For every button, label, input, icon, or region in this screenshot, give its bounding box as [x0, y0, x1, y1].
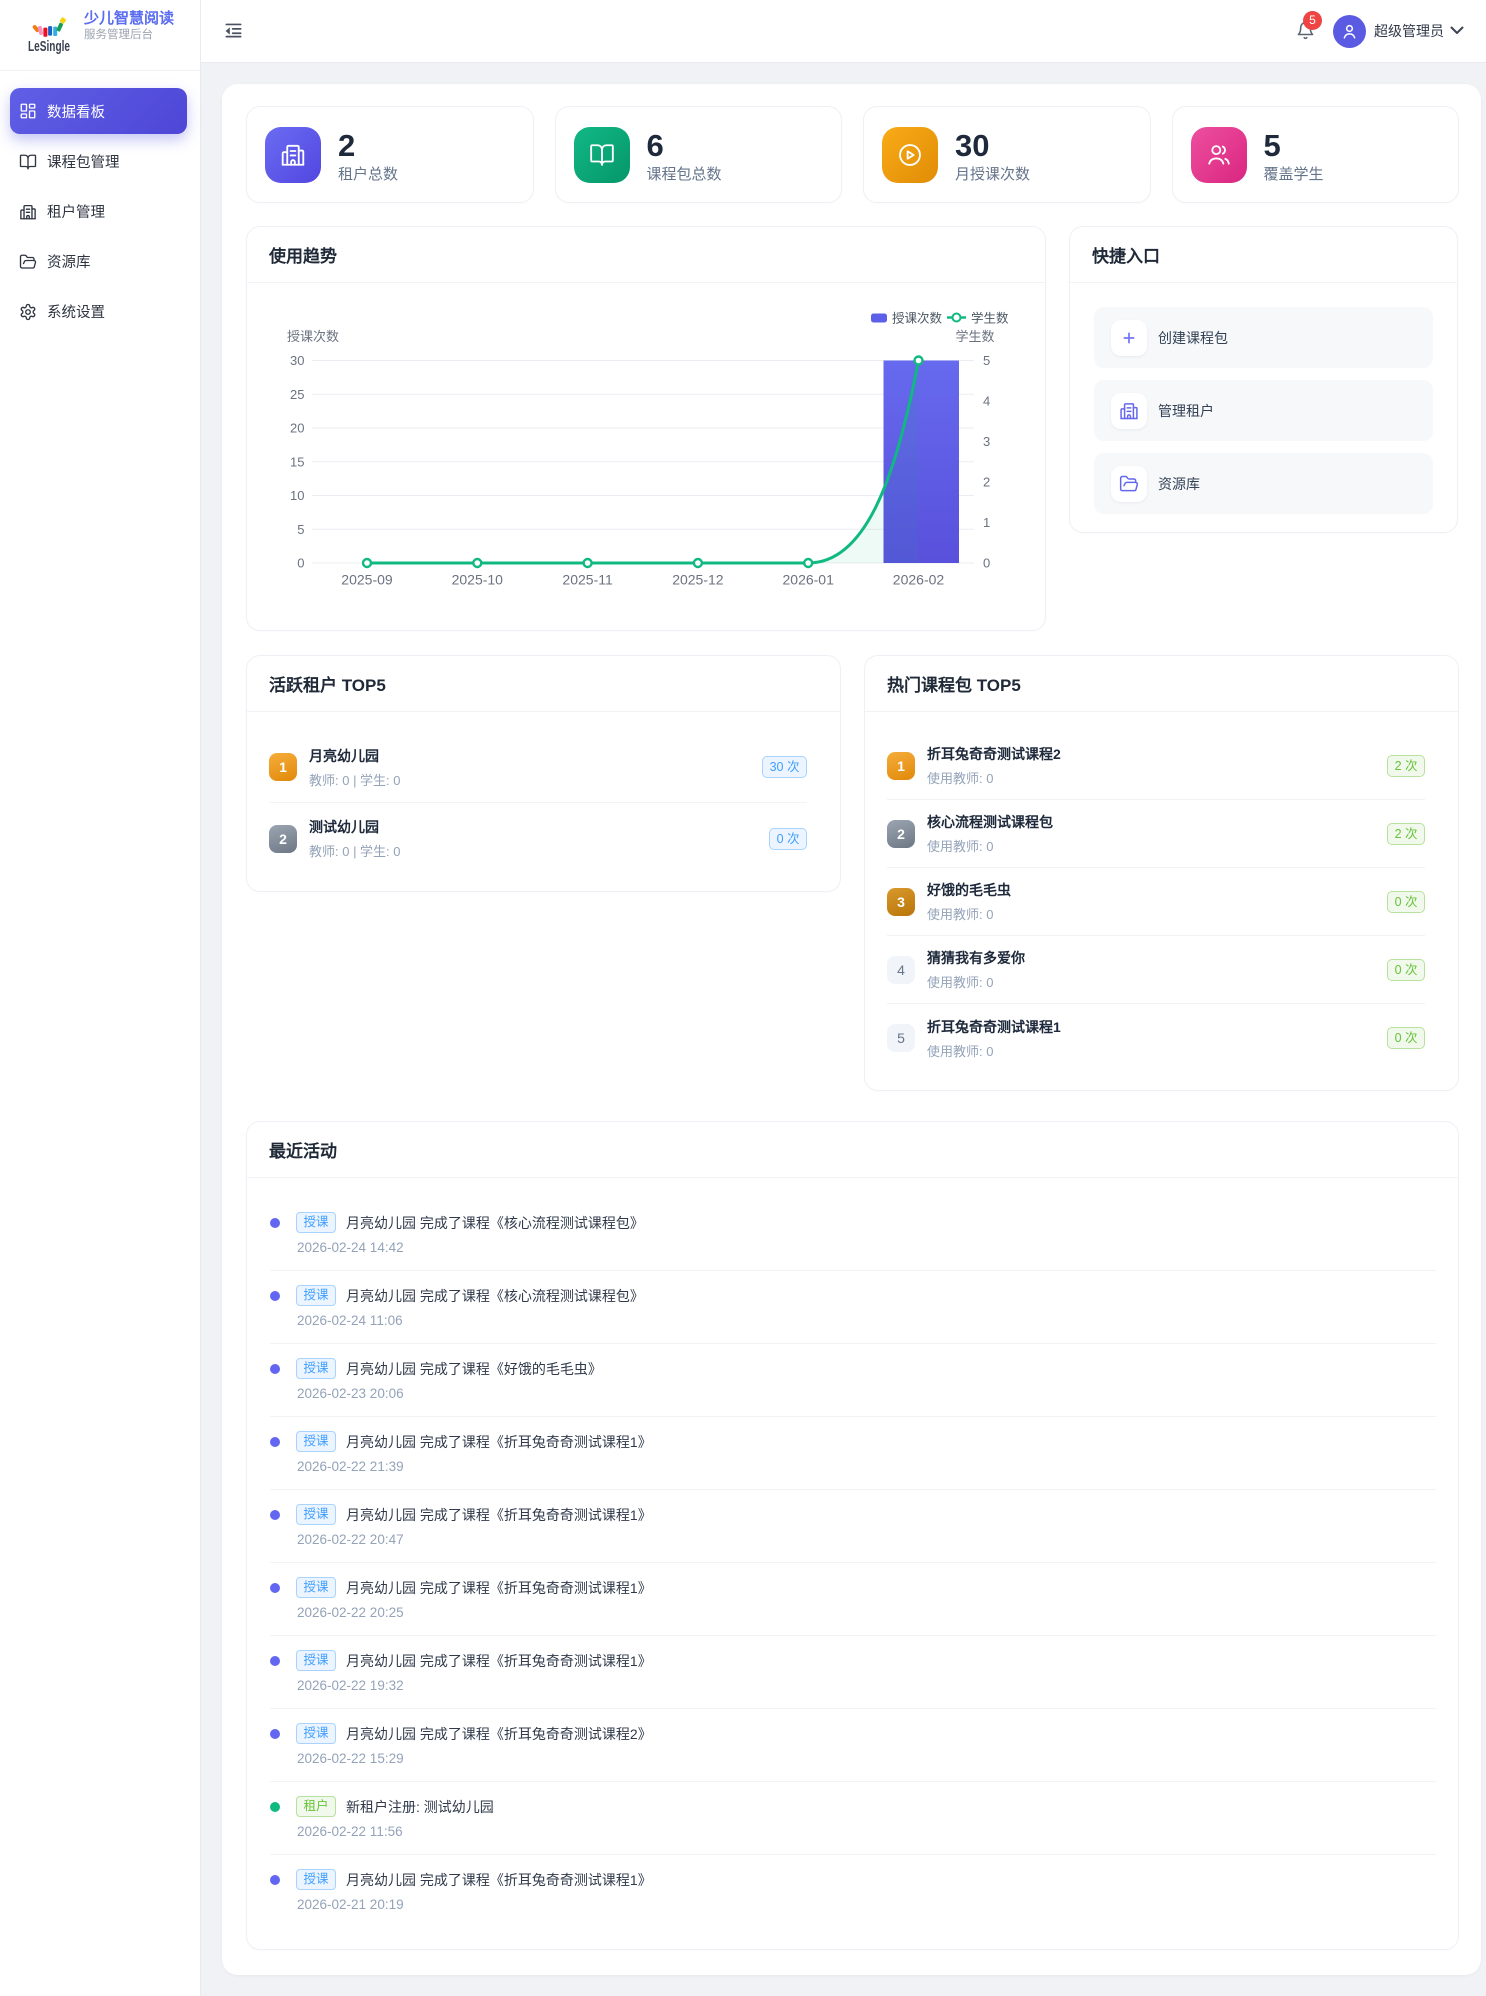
svg-text:20: 20	[290, 421, 304, 436]
svg-text:2: 2	[983, 475, 990, 490]
svg-text:5: 5	[297, 522, 304, 537]
svg-text:学生数: 学生数	[955, 329, 994, 344]
svg-text:4: 4	[983, 394, 990, 409]
svg-text:10: 10	[290, 488, 304, 503]
svg-text:授课次数: 授课次数	[892, 311, 943, 326]
svg-text:2025-09: 2025-09	[341, 572, 393, 588]
svg-text:LeSingle: LeSingle	[28, 38, 70, 55]
svg-text:30: 30	[290, 353, 304, 368]
svg-text:0: 0	[297, 556, 304, 571]
svg-text:2026-02: 2026-02	[893, 572, 945, 588]
svg-text:3: 3	[983, 434, 990, 449]
svg-text:2025-12: 2025-12	[672, 572, 724, 588]
svg-text:5: 5	[983, 353, 990, 368]
svg-text:25: 25	[290, 387, 304, 402]
svg-text:2025-10: 2025-10	[452, 572, 504, 588]
svg-text:2026-01: 2026-01	[783, 572, 835, 588]
svg-text:0: 0	[983, 556, 990, 571]
svg-text:授课次数: 授课次数	[287, 329, 339, 344]
svg-text:2025-11: 2025-11	[562, 572, 613, 588]
svg-text:学生数: 学生数	[971, 311, 1009, 326]
svg-text:1: 1	[983, 515, 990, 530]
svg-text:15: 15	[290, 454, 304, 469]
